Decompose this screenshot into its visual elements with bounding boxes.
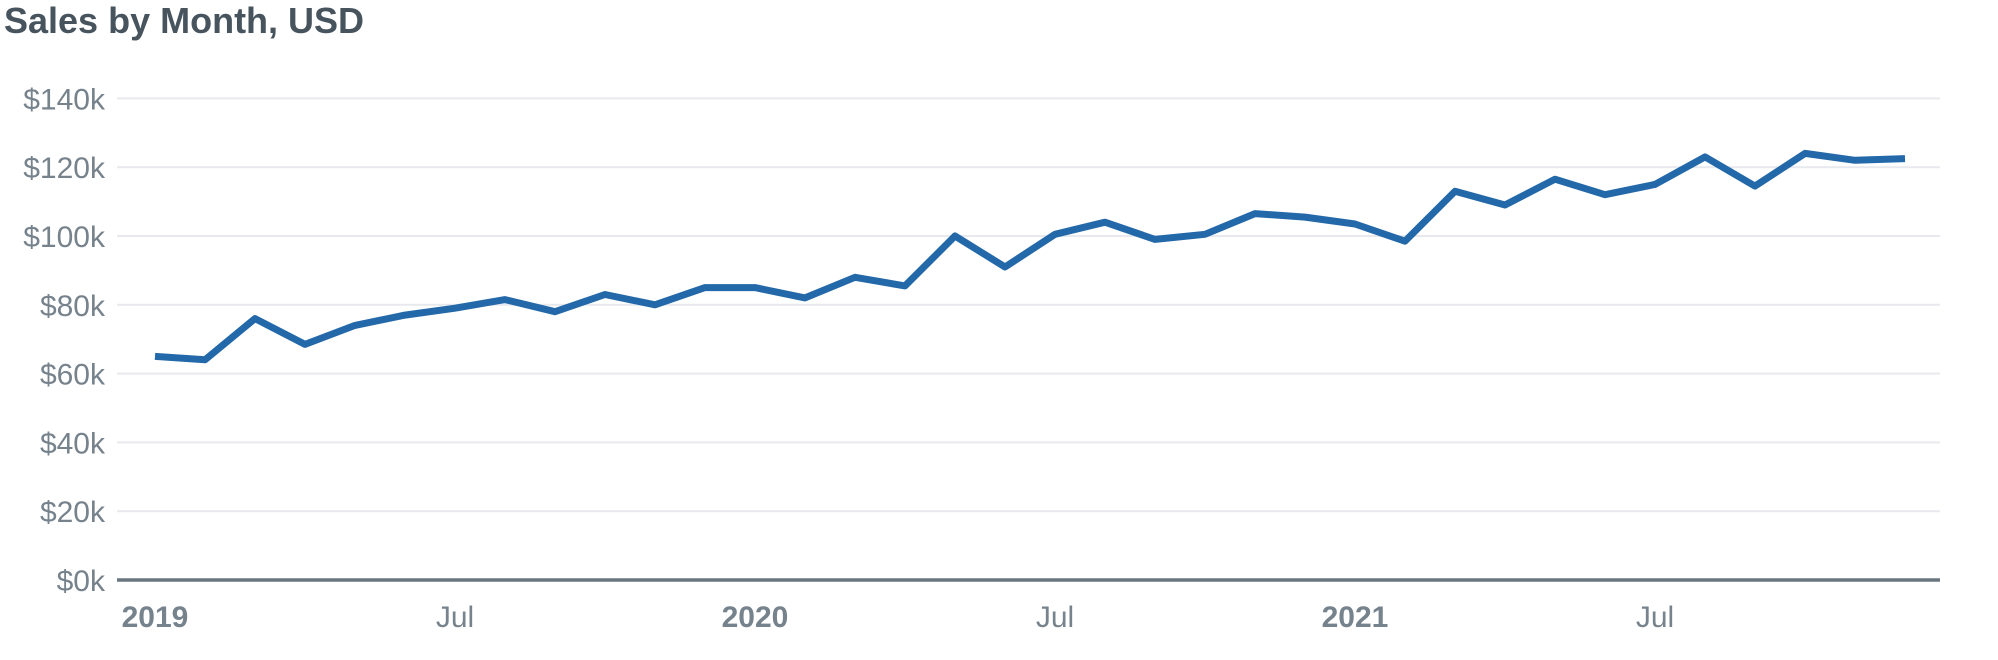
- y-axis-tick-label: $140k: [23, 83, 106, 116]
- y-axis-tick-label: $100k: [23, 221, 106, 254]
- sales-series-line: [154, 149, 1906, 364]
- y-axis-tick-label: $40k: [40, 427, 106, 460]
- chart-title: Sales by Month, USD: [4, 0, 365, 41]
- y-axis-tick-label: $0k: [57, 565, 106, 598]
- x-axis-tick-label: 2020: [722, 601, 789, 634]
- y-axis-tick-label: $120k: [23, 152, 106, 185]
- x-axis-tick-label: Jul: [1636, 601, 1674, 634]
- x-axis-tick-label: Jul: [436, 601, 474, 634]
- x-axis-tick-label: 2021: [1322, 601, 1389, 634]
- x-axis-tick-label: 2019: [122, 601, 189, 634]
- y-axis-tick-label: $80k: [40, 290, 106, 323]
- y-axis-tick-label: $20k: [40, 496, 106, 529]
- y-axis-tick-label: $60k: [40, 359, 106, 392]
- x-axis-tick-label: Jul: [1036, 601, 1074, 634]
